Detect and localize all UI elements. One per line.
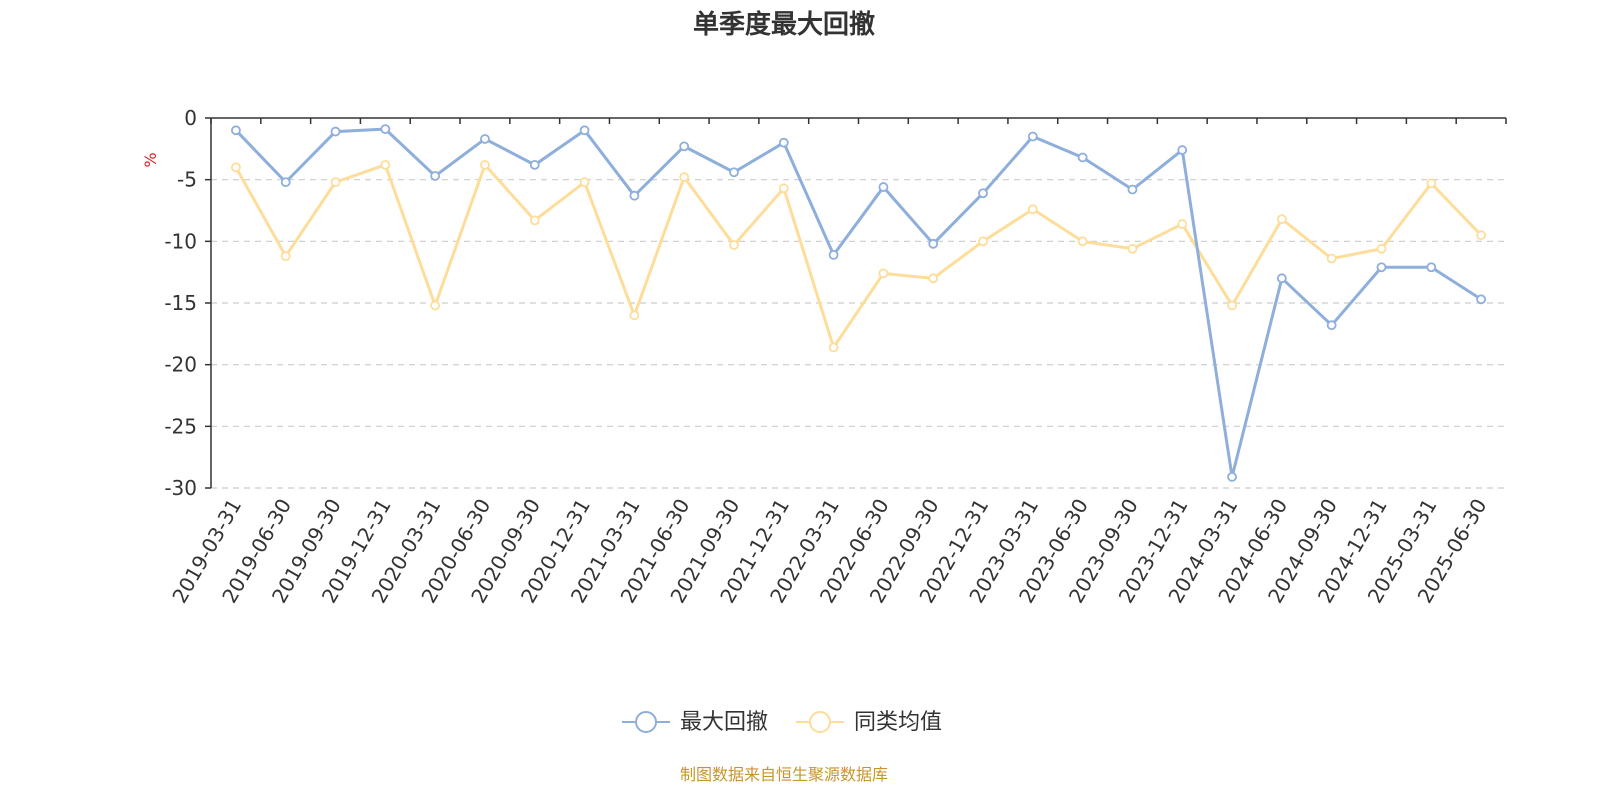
data-point[interactable] <box>430 300 441 311</box>
data-point[interactable] <box>1276 214 1287 225</box>
y-tick-label: -30 <box>164 476 197 500</box>
data-point[interactable] <box>1326 253 1337 264</box>
series-lines <box>231 124 1486 482</box>
data-point[interactable] <box>579 125 590 136</box>
data-point[interactable] <box>579 177 590 188</box>
data-point[interactable] <box>679 141 690 152</box>
series-line <box>234 127 1482 479</box>
data-point[interactable] <box>828 342 839 353</box>
grid-lines <box>211 179 1506 489</box>
data-point[interactable] <box>679 172 690 183</box>
data-point[interactable] <box>878 182 889 192</box>
data-point[interactable] <box>529 159 540 170</box>
y-tick-label: -25 <box>164 414 197 438</box>
series-1 <box>231 159 1486 353</box>
data-point[interactable] <box>1027 204 1038 215</box>
legend-circle-icon <box>635 711 657 733</box>
data-point[interactable] <box>1177 145 1188 155</box>
data-point[interactable] <box>480 134 490 144</box>
data-point[interactable] <box>978 188 988 199</box>
y-axis-ticks: 0 -5 -10 -15 -20 -25 -30 <box>164 106 211 500</box>
series-0 <box>231 124 1486 482</box>
data-point[interactable] <box>1376 262 1387 273</box>
data-point[interactable] <box>231 162 241 173</box>
series-line <box>234 163 1483 349</box>
data-point[interactable] <box>828 249 839 260</box>
data-point[interactable] <box>1127 243 1138 254</box>
y-tick-label: -5 <box>177 168 197 192</box>
data-point[interactable] <box>1227 300 1237 311</box>
data-point[interactable] <box>1227 471 1237 482</box>
data-point[interactable] <box>1077 236 1088 247</box>
data-point[interactable] <box>231 125 241 136</box>
data-point[interactable] <box>1276 273 1287 284</box>
data-point[interactable] <box>1127 184 1138 195</box>
legend: 最大回撤 同类均值 <box>622 710 942 735</box>
data-point[interactable] <box>280 177 291 188</box>
data-point[interactable] <box>330 177 341 188</box>
legend-label: 同类均值 <box>854 710 942 735</box>
data-point[interactable] <box>1177 219 1188 229</box>
data-point[interactable] <box>1476 294 1486 305</box>
legend-circle-icon <box>809 711 831 733</box>
data-point[interactable] <box>330 126 341 137</box>
data-point[interactable] <box>1426 178 1437 189</box>
data-point[interactable] <box>1376 243 1387 254</box>
data-point[interactable] <box>629 310 640 321</box>
data-point[interactable] <box>978 236 988 247</box>
y-axis-unit: % <box>141 152 160 167</box>
legend-label: 最大回撤 <box>680 710 768 735</box>
chart-title: 单季度最大回撤 <box>693 9 875 40</box>
data-point[interactable] <box>529 215 540 226</box>
data-point[interactable] <box>878 268 889 279</box>
data-point[interactable] <box>1426 262 1437 273</box>
data-point[interactable] <box>280 251 291 262</box>
data-point[interactable] <box>729 167 739 178</box>
y-tick-label: -10 <box>164 229 197 253</box>
y-tick-label: -20 <box>164 353 197 377</box>
data-point[interactable] <box>1027 131 1038 142</box>
data-point[interactable] <box>380 124 391 135</box>
data-point[interactable] <box>480 159 490 170</box>
data-point[interactable] <box>778 137 789 148</box>
data-point[interactable] <box>928 273 939 284</box>
data-point[interactable] <box>1326 320 1337 331</box>
y-tick-label: -15 <box>164 291 197 315</box>
data-point[interactable] <box>1077 152 1088 163</box>
source-note: 制图数据来自恒生聚源数据库 <box>680 765 888 784</box>
data-point[interactable] <box>1476 230 1486 241</box>
data-point[interactable] <box>928 238 939 249</box>
legend-item-peer-average[interactable]: 同类均值 <box>796 710 942 735</box>
data-point[interactable] <box>778 183 789 194</box>
data-point[interactable] <box>430 171 441 181</box>
legend-item-max-drawdown[interactable]: 最大回撤 <box>622 710 768 735</box>
data-point[interactable] <box>629 190 640 201</box>
y-tick-label: 0 <box>184 106 197 130</box>
data-point[interactable] <box>729 240 739 250</box>
data-point[interactable] <box>380 159 391 170</box>
x-axis-ticks: 2019-03-312019-06-302019-09-302019-12-31… <box>167 118 1507 607</box>
